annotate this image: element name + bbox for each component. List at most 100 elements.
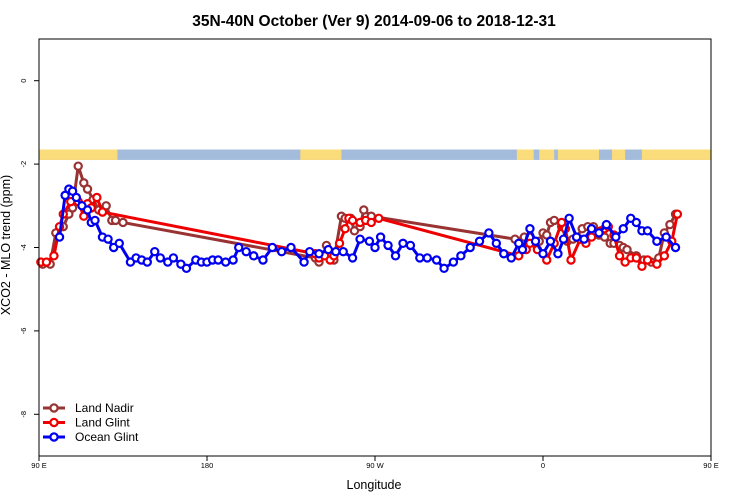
land-segment xyxy=(557,149,599,160)
x-tick-label: 90 W xyxy=(366,461,384,470)
series-line xyxy=(42,164,677,266)
land-segment xyxy=(641,149,711,160)
data-point xyxy=(323,244,334,255)
data-point xyxy=(499,249,509,259)
x-axis-ticks: 90 E 180 90 W 0 90 E xyxy=(31,456,719,470)
x-tick-label: 90 E xyxy=(703,461,718,470)
data-point xyxy=(97,207,108,217)
data-point xyxy=(276,246,287,257)
legend-label: Ocean Glint xyxy=(75,430,139,444)
legend-item-land-glint: Land Glint xyxy=(43,416,130,430)
data-point xyxy=(659,251,670,261)
data-point xyxy=(347,215,358,226)
y-tick-label: -4 xyxy=(19,244,28,251)
data-point xyxy=(652,236,662,246)
data-point xyxy=(338,246,348,257)
land-segment xyxy=(539,149,555,160)
data-point xyxy=(484,228,494,238)
legend-label: Land Nadir xyxy=(75,401,134,415)
data-point xyxy=(566,255,576,265)
data-point xyxy=(92,192,102,203)
data-point xyxy=(545,236,556,246)
data-point xyxy=(579,234,589,244)
data-point xyxy=(248,251,259,261)
data-point xyxy=(517,244,528,255)
data-point xyxy=(347,253,358,263)
data-point xyxy=(267,242,278,253)
data-point xyxy=(331,246,341,257)
legend-swatch-marker xyxy=(49,417,59,428)
data-point xyxy=(355,234,365,244)
data-point xyxy=(299,257,309,267)
data-point xyxy=(82,184,93,194)
data-point xyxy=(340,224,350,234)
data-point xyxy=(448,257,459,267)
data-point xyxy=(422,253,432,263)
land-sea-band xyxy=(39,149,711,160)
legend-swatch-marker xyxy=(49,432,59,442)
data-point xyxy=(54,232,65,242)
data-point xyxy=(142,257,152,267)
data-point xyxy=(374,213,384,224)
data-point xyxy=(383,240,393,251)
series-ocean-glint xyxy=(54,184,681,274)
data-point xyxy=(525,224,535,234)
land-segment xyxy=(39,149,118,160)
x-axis-label: Longitude xyxy=(347,478,402,492)
data-point xyxy=(601,219,612,230)
data-point xyxy=(571,232,582,242)
data-point xyxy=(491,238,502,249)
legend-swatch-marker xyxy=(49,403,59,413)
data-point xyxy=(631,217,642,228)
data-point xyxy=(314,249,324,259)
data-point xyxy=(405,240,416,251)
data-point xyxy=(150,246,160,257)
data-point xyxy=(530,236,541,246)
data-point xyxy=(665,219,675,230)
data-point xyxy=(398,238,408,249)
data-point xyxy=(456,251,466,261)
data-point xyxy=(304,246,315,257)
data-point xyxy=(637,261,647,271)
data-point xyxy=(213,255,223,265)
data-point xyxy=(465,242,475,253)
land-segment xyxy=(516,149,534,160)
data-point xyxy=(506,253,516,263)
data-point xyxy=(228,255,238,265)
data-point xyxy=(390,251,401,261)
data-point xyxy=(538,249,548,259)
data-point xyxy=(672,209,683,219)
data-point xyxy=(611,232,621,242)
data-point xyxy=(49,251,59,261)
data-point xyxy=(110,215,121,226)
data-point xyxy=(652,259,662,269)
y-tick-label: 0 xyxy=(19,79,28,83)
data-point xyxy=(286,242,296,253)
legend-label: Land Glint xyxy=(75,416,130,430)
y-axis-ticks: 0 -2 -4 -6 -8 xyxy=(19,79,39,418)
chart-title: 35N-40N October (Ver 9) 2014-09-06 to 20… xyxy=(192,13,556,30)
data-point xyxy=(553,249,563,259)
data-point xyxy=(642,255,653,265)
data-point xyxy=(118,217,128,228)
data-point xyxy=(114,238,124,249)
data-point xyxy=(642,226,653,236)
data-point xyxy=(558,234,569,244)
y-axis-label: XCO2 - MLO trend (ppm) xyxy=(0,175,13,315)
y-tick-label: -6 xyxy=(19,328,28,335)
x-tick-label: 0 xyxy=(541,461,545,470)
data-point xyxy=(618,224,628,234)
data-point xyxy=(241,246,251,257)
data-point xyxy=(71,192,82,203)
data-point xyxy=(631,253,642,263)
land-segment xyxy=(612,149,626,160)
data-point xyxy=(181,263,192,274)
data-point xyxy=(334,238,345,249)
ocean-band xyxy=(39,149,711,160)
data-point xyxy=(370,242,380,253)
data-point xyxy=(366,217,376,228)
land-segment xyxy=(300,149,342,160)
data-point xyxy=(439,263,449,274)
